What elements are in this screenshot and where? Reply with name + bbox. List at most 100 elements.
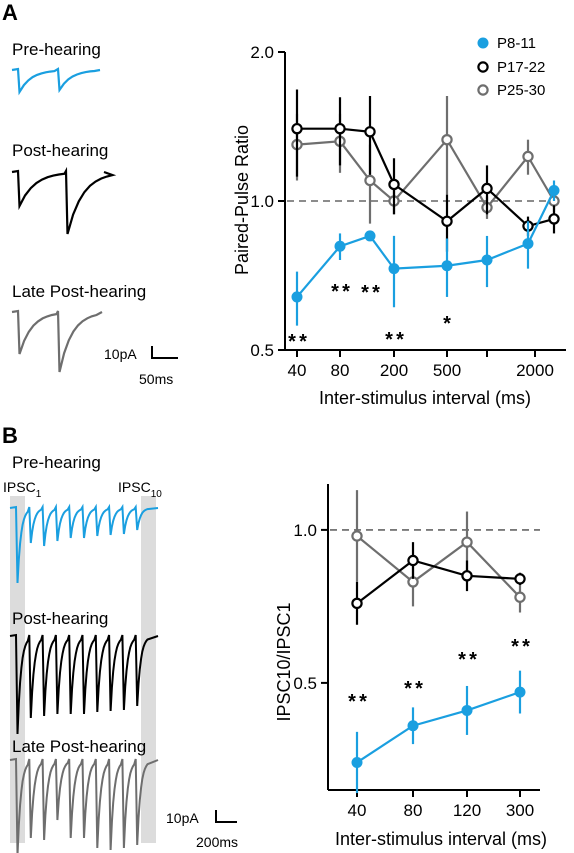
significance-star: * <box>396 329 404 351</box>
data-point <box>388 178 400 191</box>
significance-star: * <box>469 649 477 671</box>
data-point <box>351 756 363 768</box>
x-tick-label: 2000 <box>516 361 554 380</box>
ipsc1-marker: IPSC1 <box>3 479 42 500</box>
scalebar-lines <box>151 346 178 359</box>
data-point <box>364 174 376 187</box>
data-point <box>351 530 363 542</box>
post-hearing-trace <box>11 166 117 235</box>
data-point <box>481 182 493 195</box>
significance-star: * <box>359 691 367 713</box>
data-point <box>461 704 473 716</box>
significance-star: * <box>288 331 296 353</box>
significance-star: * <box>511 636 519 658</box>
trace-label-post-hearing: Post-hearing <box>12 141 108 160</box>
data-point <box>441 260 453 272</box>
legend-marker <box>477 84 489 96</box>
panel-b-traces <box>9 503 159 853</box>
data-point <box>548 185 560 197</box>
panel-b-label: B <box>2 423 18 448</box>
data-point <box>441 133 453 146</box>
y-tick-label: 0.5 <box>250 341 274 360</box>
data-point <box>522 238 534 250</box>
significance-star: * <box>385 329 393 351</box>
legend-label: P25-30 <box>497 82 545 99</box>
significance-star: * <box>299 331 307 353</box>
significance-star: * <box>404 678 412 700</box>
b-late-post-hearing-trace <box>9 757 159 853</box>
b-scalebar-time-label: 200ms <box>196 834 238 850</box>
significance-star: * <box>415 678 423 700</box>
significance-star: * <box>522 636 530 658</box>
data-point <box>364 126 376 138</box>
significance-star: * <box>361 282 369 304</box>
ipsc10-shade <box>141 496 156 843</box>
x-tick-label: 80 <box>404 801 423 820</box>
data-point <box>364 230 376 242</box>
panel-a-label: A <box>2 0 18 25</box>
panel-a-traces <box>11 67 117 373</box>
y-axis-label: Paired-Pulse Ratio <box>232 125 252 275</box>
scalebar-current-label: 10pA <box>104 346 137 362</box>
data-point <box>548 213 560 225</box>
data-point <box>291 122 303 135</box>
data-point <box>291 291 303 303</box>
b-trace-label-post-hearing: Post-hearing <box>12 609 108 628</box>
y-tick-label: 1.0 <box>250 192 274 211</box>
series-line-2 <box>296 137 555 210</box>
series-line-2 <box>356 535 521 598</box>
x-tick-label: 120 <box>453 801 481 820</box>
scalebar-time-label: 50ms <box>139 371 173 387</box>
significance-star: * <box>342 281 350 303</box>
y-tick-label: 1.0 <box>293 521 317 540</box>
trace-label-late-post-hearing: Late Post-hearing <box>12 282 146 301</box>
trace-label-pre-hearing: Pre-hearing <box>12 40 101 59</box>
panel-b-scalebar: 10pA 200ms <box>166 810 238 850</box>
data-point <box>407 720 419 732</box>
data-point <box>481 254 493 266</box>
pre-hearing-trace <box>11 67 101 96</box>
x-axis-label: Inter-stimulus interval (ms) <box>319 388 531 408</box>
panel-a-scalebar: 10pA 50ms <box>104 346 178 387</box>
y-axis-label: IPSC10/IPSC1 <box>274 602 294 721</box>
ipsc10-marker: IPSC10 <box>118 479 162 500</box>
b-post-hearing-trace <box>9 633 159 735</box>
significance-star: * <box>348 691 356 713</box>
data-point <box>461 570 473 582</box>
x-tick-label: 80 <box>331 361 350 380</box>
legend-marker <box>477 61 489 73</box>
b-trace-label-late-post-hearing: Late Post-hearing <box>12 737 146 756</box>
b-pre-hearing-trace <box>9 503 159 584</box>
chart-ipsc-ratio: 0.5 1.0 40 80 120 300 Inter-stimulus interval … <box>274 484 547 849</box>
chart-paired-pulse-ratio: 0.5 1.0 2.0 40 80 200 500 2000 Inter-stimulus in… <box>232 35 566 408</box>
data-point <box>441 215 453 227</box>
legend-label: P17-22 <box>497 59 545 76</box>
significance-star: * <box>443 313 451 335</box>
x-tick-label: 40 <box>288 361 307 380</box>
legend-label: P8-11 <box>497 35 536 52</box>
series-line-1 <box>356 559 521 605</box>
data-point <box>514 591 526 603</box>
x-tick-label: 40 <box>348 801 367 820</box>
data-point <box>514 573 526 585</box>
data-point <box>522 150 534 163</box>
data-point <box>461 536 473 548</box>
data-point <box>351 597 363 610</box>
series-line-0 <box>356 691 521 764</box>
b-scalebar-lines <box>215 810 237 823</box>
y-tick-label: 2.0 <box>250 43 274 62</box>
y-tick-label: 0.5 <box>293 674 317 693</box>
b-scalebar-current-label: 10pA <box>166 810 199 826</box>
b-trace-label-pre-hearing: Pre-hearing <box>12 453 101 472</box>
significance-star: * <box>458 649 466 671</box>
late-post-hearing-trace <box>11 309 103 373</box>
data-point <box>334 122 346 135</box>
legend-marker <box>477 37 489 49</box>
data-point <box>334 240 346 252</box>
data-point <box>388 263 400 275</box>
x-tick-label: 200 <box>380 361 408 380</box>
x-tick-label: 500 <box>433 361 461 380</box>
x-axis-label: Inter-stimulus interval (ms) <box>335 829 547 849</box>
x-tick-label: 300 <box>506 801 534 820</box>
